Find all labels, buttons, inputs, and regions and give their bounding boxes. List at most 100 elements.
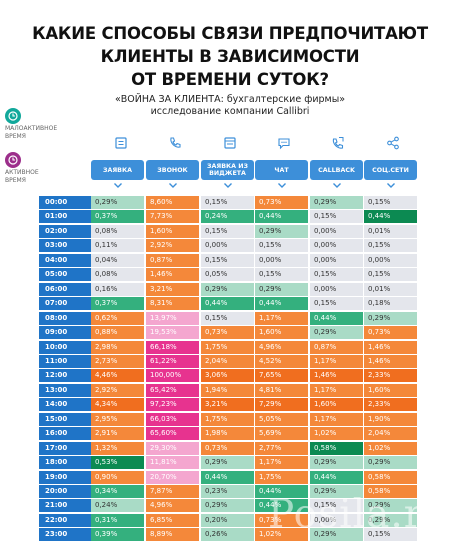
title-line: ОТ ВРЕМЕНИ СУТОК? <box>131 70 329 89</box>
table-cell: 0,44% <box>255 210 308 224</box>
table-cell: 0,16% <box>91 282 144 296</box>
page-title: КАКИЕ СПОСОБЫ СВЯЗИ ПРЕДПОЧИТАЮТ КЛИЕНТЫ… <box>0 22 460 91</box>
table-cell: 0,15% <box>310 268 363 282</box>
table-cell: 0,58% <box>310 441 363 455</box>
table-cell: 0,29% <box>201 499 254 513</box>
share-icon <box>387 136 399 150</box>
widget-icon <box>224 137 236 149</box>
chat-icon <box>278 138 290 150</box>
subtitle-line: исследование компании Callibri <box>150 106 310 117</box>
table-cell: 0,29% <box>364 311 417 325</box>
column-header: ЗВОНОК <box>146 160 199 180</box>
table-cell: 0,44% <box>310 470 363 484</box>
table-cell: 0,04% <box>91 253 144 267</box>
table-cell: 0,08% <box>91 268 144 282</box>
clock-icon <box>5 108 21 124</box>
title-line: КЛИЕНТЫ В ЗАВИСИМОСТИ <box>100 47 360 66</box>
chevron-down-icon <box>332 183 341 188</box>
chevron-down-icon <box>386 183 395 188</box>
table-cell: 7,29% <box>255 398 308 412</box>
table-cell: 0,24% <box>201 210 254 224</box>
table-cell: 0,29% <box>310 528 363 542</box>
table-cell: 0,15% <box>255 268 308 282</box>
table-cell: 0,23% <box>201 485 254 498</box>
table-cell: 0,73% <box>201 326 254 340</box>
table-cell: 0,53% <box>91 456 144 470</box>
column-header: CALLBACK <box>310 160 363 180</box>
table-cell: 0,29% <box>201 456 254 470</box>
table-cell: 0,29% <box>310 485 363 498</box>
table-cell: 0,29% <box>201 282 254 296</box>
table-cell: 1,32% <box>91 441 144 455</box>
legend-low-label: МАЛОАКТИВНОЕ ВРЕМЯ <box>5 125 58 140</box>
time-label: 11:00 <box>39 354 91 368</box>
table-cell: 3,06% <box>201 369 254 383</box>
table-cell: 0,08% <box>91 224 144 238</box>
time-label: 17:00 <box>39 441 91 455</box>
time-label: 12:00 <box>39 369 91 383</box>
table-cell: 1,02% <box>310 427 363 441</box>
table-cell: 0,39% <box>91 528 144 542</box>
table-cell: 0,01% <box>364 282 417 296</box>
table-cell: 0,11% <box>91 239 144 253</box>
table-cell: 19,53% <box>146 326 199 340</box>
table-cell: 2,98% <box>91 340 144 354</box>
table-cell: 1,02% <box>364 441 417 455</box>
table-cell: 1,17% <box>310 354 363 368</box>
table-cell: 0,29% <box>310 456 363 470</box>
table-cell: 2,73% <box>91 354 144 368</box>
time-label: 02:00 <box>39 224 91 238</box>
table-cell: 4,52% <box>255 354 308 368</box>
table-cell: 0,34% <box>91 485 144 498</box>
chevron-down-icon <box>168 183 177 188</box>
table-cell: 2,92% <box>146 239 199 253</box>
time-label: 06:00 <box>39 282 91 296</box>
table-cell: 0,00% <box>310 239 363 253</box>
time-label: 21:00 <box>39 499 91 513</box>
table-cell: 8,31% <box>146 297 199 311</box>
time-label: 14:00 <box>39 398 91 412</box>
time-label: 05:00 <box>39 268 91 282</box>
time-label: 16:00 <box>39 427 91 441</box>
table-cell: 1,75% <box>255 470 308 484</box>
table-cell: 4,96% <box>146 499 199 513</box>
time-label: 08:00 <box>39 311 91 325</box>
table-cell: 0,29% <box>255 282 308 296</box>
table-cell: 0,15% <box>364 268 417 282</box>
column-header: СОЦ.СЕТИ <box>364 160 417 180</box>
time-label: 13:00 <box>39 383 91 397</box>
column-header: ЗАЯВКА <box>91 160 144 180</box>
table-cell: 97,23% <box>146 398 199 412</box>
table-cell: 7,73% <box>146 210 199 224</box>
table-cell: 66,03% <box>146 412 199 426</box>
table-cell: 1,98% <box>201 427 254 441</box>
table-cell: 0,15% <box>310 499 363 513</box>
table-cell: 0,29% <box>255 224 308 238</box>
table-cell: 0,44% <box>255 485 308 498</box>
table-cell: 0,29% <box>364 456 417 470</box>
table-cell: 5,05% <box>255 412 308 426</box>
table-cell: 0,15% <box>310 210 363 224</box>
table-cell: 1,46% <box>310 369 363 383</box>
table-cell: 8,60% <box>146 196 199 209</box>
table-cell: 1,17% <box>255 311 308 325</box>
table-cell: 0,00% <box>310 253 363 267</box>
legend-low-activity: МАЛОАКТИВНОЕ ВРЕМЯ <box>5 108 57 141</box>
table-cell: 0,05% <box>201 268 254 282</box>
table-cell: 0,73% <box>255 196 308 209</box>
table-cell: 1,60% <box>310 398 363 412</box>
table-cell: 0,37% <box>91 210 144 224</box>
time-label: 03:00 <box>39 239 91 253</box>
table-cell: 0,44% <box>201 470 254 484</box>
table-cell: 2,92% <box>91 383 144 397</box>
table-cell: 0,87% <box>310 340 363 354</box>
table-cell: 4,46% <box>91 369 144 383</box>
table-cell: 4,81% <box>255 383 308 397</box>
table-cell: 0,29% <box>364 499 417 513</box>
table-cell: 0,15% <box>255 239 308 253</box>
time-label: 18:00 <box>39 456 91 470</box>
table-cell: 0,29% <box>91 196 144 209</box>
table-cell: 7,87% <box>146 485 199 498</box>
legend-high-activity: АКТИВНОЕ ВРЕМЯ <box>5 152 39 185</box>
table-cell: 66,18% <box>146 340 199 354</box>
